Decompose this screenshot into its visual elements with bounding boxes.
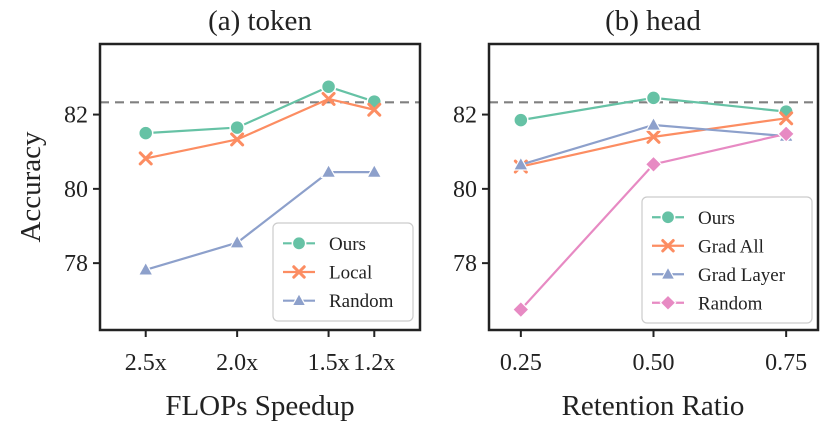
x-tick-label: 0.50 — [633, 350, 675, 376]
axes-frame — [487, 42, 820, 332]
legend-item: Grad All — [652, 236, 764, 257]
series-random — [137, 163, 383, 276]
legend-label: Grad Layer — [698, 265, 786, 286]
legend-label: Local — [329, 263, 372, 284]
y-tick-label: 80 — [453, 177, 477, 203]
x-tick-label: 2.5x — [125, 350, 167, 376]
y-tick-label: 80 — [64, 177, 88, 203]
data-point — [229, 119, 245, 136]
x-tick-label: 1.2x — [353, 350, 395, 376]
legend-item: Random — [652, 293, 763, 314]
data-point — [513, 112, 529, 128]
panel-token: (a) token 78 80 82 2.5x 2.0x 1.5x 1.2x FLOPs Spe… — [15, 5, 422, 422]
data-point — [366, 163, 383, 178]
legend-label: Ours — [329, 234, 366, 255]
legend-marker — [660, 265, 676, 280]
legend-item: Grad Layer — [652, 265, 786, 286]
x-tick-label: 0.25 — [500, 350, 542, 376]
data-point — [230, 132, 245, 147]
legend-item: Ours — [652, 208, 735, 229]
data-point — [367, 102, 382, 117]
axes-frame — [98, 42, 422, 332]
data-point — [321, 91, 336, 106]
data-point — [645, 90, 662, 106]
data-point — [138, 151, 153, 166]
x-tick-label: 1.5x — [308, 350, 350, 376]
legend-label: Random — [329, 291, 394, 312]
legend-item: Random — [283, 291, 394, 312]
legend-box — [641, 196, 813, 324]
legend: Ours Grad All Grad Layer Random — [641, 196, 813, 324]
data-point — [645, 116, 662, 131]
legend-label: Grad All — [698, 236, 764, 257]
y-tick-label: 78 — [64, 251, 88, 277]
series-local — [138, 91, 382, 166]
legend-marker — [659, 294, 677, 312]
legend-label: Random — [698, 293, 763, 314]
x-tick-label: 0.75 — [765, 350, 807, 376]
x-axis-label: FLOPs Speedup — [165, 390, 354, 422]
data-point — [137, 125, 154, 141]
chart-title: (b) head — [605, 5, 701, 37]
x-tick-label: 2.0x — [216, 350, 258, 376]
legend-marker — [292, 265, 306, 279]
data-point — [512, 155, 529, 171]
legend-marker — [660, 209, 676, 225]
legend-label: Ours — [698, 208, 735, 229]
legend: Ours Local Random — [272, 222, 414, 322]
legend-item: Ours — [283, 234, 366, 255]
panel-head: (b) head 78 80 82 0.25 0.50 0.75 Retention Rati… — [453, 5, 820, 422]
data-point — [779, 111, 794, 126]
series-ours — [137, 78, 383, 141]
y-tick-label: 78 — [453, 251, 477, 277]
data-point — [777, 125, 796, 143]
legend-box — [272, 222, 414, 322]
y-tick-label: 82 — [64, 103, 88, 129]
data-point — [320, 78, 337, 95]
x-axis-label: Retention Ratio — [562, 390, 745, 422]
legend-item: Local — [283, 263, 372, 284]
series-random — [511, 125, 796, 319]
data-point — [228, 233, 246, 249]
legend-marker — [661, 239, 675, 253]
series-line — [145, 85, 375, 135]
y-axis-label: Accuracy — [15, 131, 47, 243]
chart-title: (a) token — [208, 5, 312, 37]
series-line — [145, 171, 375, 271]
legend-marker — [291, 235, 307, 251]
data-point — [137, 261, 154, 276]
data-point — [646, 129, 661, 144]
data-point — [511, 300, 530, 319]
y-tick-label: 82 — [453, 103, 477, 129]
legend-marker — [291, 292, 307, 307]
series-line — [145, 97, 375, 160]
data-point — [320, 163, 337, 178]
data-point — [644, 155, 663, 174]
